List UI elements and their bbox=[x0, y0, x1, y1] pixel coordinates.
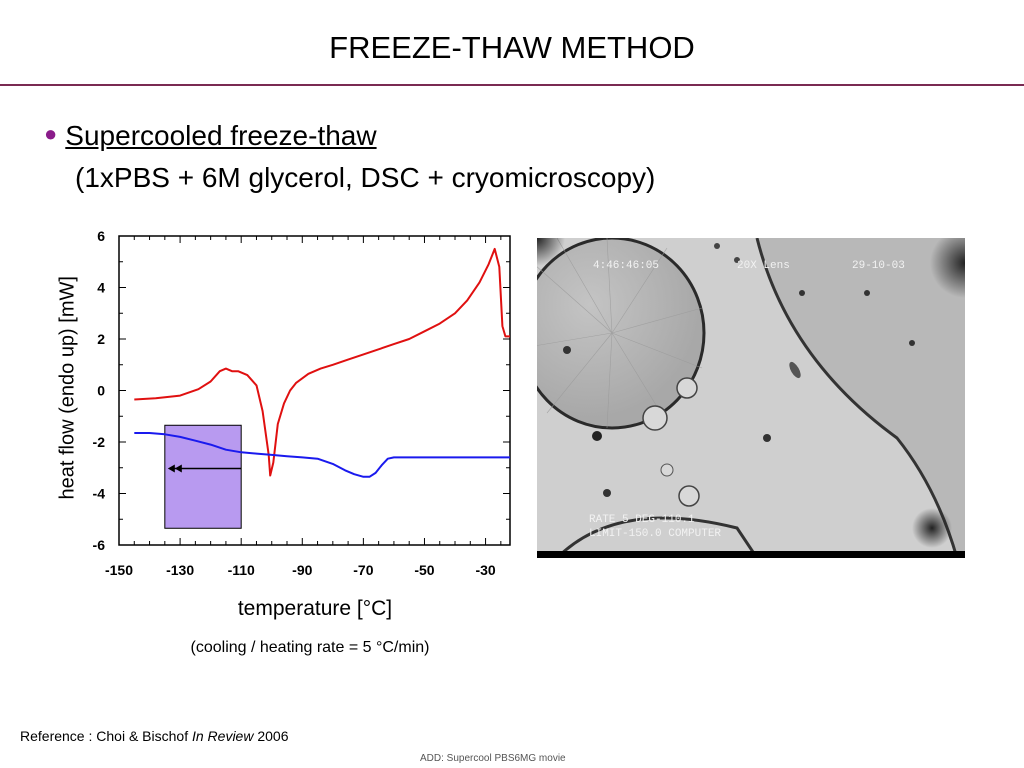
y-axis-label: heat flow (endo up) [mW] bbox=[56, 276, 79, 500]
movie-note: ADD: Supercool PBS6MG movie bbox=[420, 753, 566, 764]
y-tick-label: 6 bbox=[97, 228, 105, 244]
reference-suffix: 2006 bbox=[253, 728, 289, 744]
micro-date-overlay: 29-10-03 bbox=[852, 260, 905, 272]
annotation-box bbox=[164, 424, 242, 529]
y-tick-label: -6 bbox=[93, 537, 106, 553]
y-tick-label: 2 bbox=[97, 331, 105, 347]
cooling-curve bbox=[134, 432, 510, 478]
x-axis-label: temperature [°C] bbox=[237, 597, 393, 620]
micro-time-overlay: 4:46:46:05 bbox=[593, 260, 659, 272]
micro-limit-overlay: LIMIT-150.0 COMPUTER bbox=[589, 528, 721, 540]
cryomicroscopy-image: 4:46:46:05 20X Lens 29-10-03 RATE 5 DEG-… bbox=[537, 238, 965, 558]
x-tick-label: -70 bbox=[353, 562, 373, 578]
slide-title: FREEZE-THAW METHOD bbox=[329, 30, 695, 65]
x-tick-label: -90 bbox=[292, 562, 312, 578]
cooling-arrow-head bbox=[167, 464, 175, 473]
bullet-text: Supercooled freeze-thaw bbox=[65, 120, 377, 151]
micro-lens-overlay: 20X Lens bbox=[737, 260, 790, 272]
x-tick-label: -150 bbox=[105, 562, 133, 578]
micro-rate-overlay: RATE 5 DEG-110.1 bbox=[589, 514, 695, 526]
y-tick-label: 4 bbox=[97, 280, 105, 296]
bullet-dot-icon: ● bbox=[44, 121, 58, 146]
x-tick-label: -130 bbox=[166, 562, 194, 578]
x-tick-label: -110 bbox=[228, 562, 255, 578]
y-tick-label: 0 bbox=[97, 383, 105, 399]
reference: Reference : Choi & Bischof In Review 200… bbox=[20, 728, 289, 744]
rate-caption: (cooling / heating rate = 5 °C/min) bbox=[190, 639, 430, 656]
y-tick-label: -2 bbox=[93, 434, 106, 450]
bullet-line: ● Supercooled freeze-thaw bbox=[44, 120, 377, 152]
crystal-droplet bbox=[537, 238, 706, 430]
x-tick-label: -30 bbox=[475, 562, 495, 578]
micrograph: 4:46:46:05 20X Lens 29-10-03 RATE 5 DEG-… bbox=[537, 238, 965, 558]
reference-prefix: Reference : Choi & Bischof bbox=[20, 728, 192, 744]
title-divider bbox=[0, 84, 1024, 86]
heating-curve bbox=[134, 247, 510, 477]
reference-italic: In Review bbox=[191, 728, 254, 744]
bullet-subtitle: (1xPBS + 6M glycerol, DSC + cryomicrosco… bbox=[75, 162, 656, 193]
y-tick-label: -4 bbox=[93, 486, 106, 502]
ice-region bbox=[757, 238, 965, 558]
x-tick-label: -50 bbox=[414, 562, 434, 578]
cooling-arrow-head bbox=[174, 464, 182, 473]
